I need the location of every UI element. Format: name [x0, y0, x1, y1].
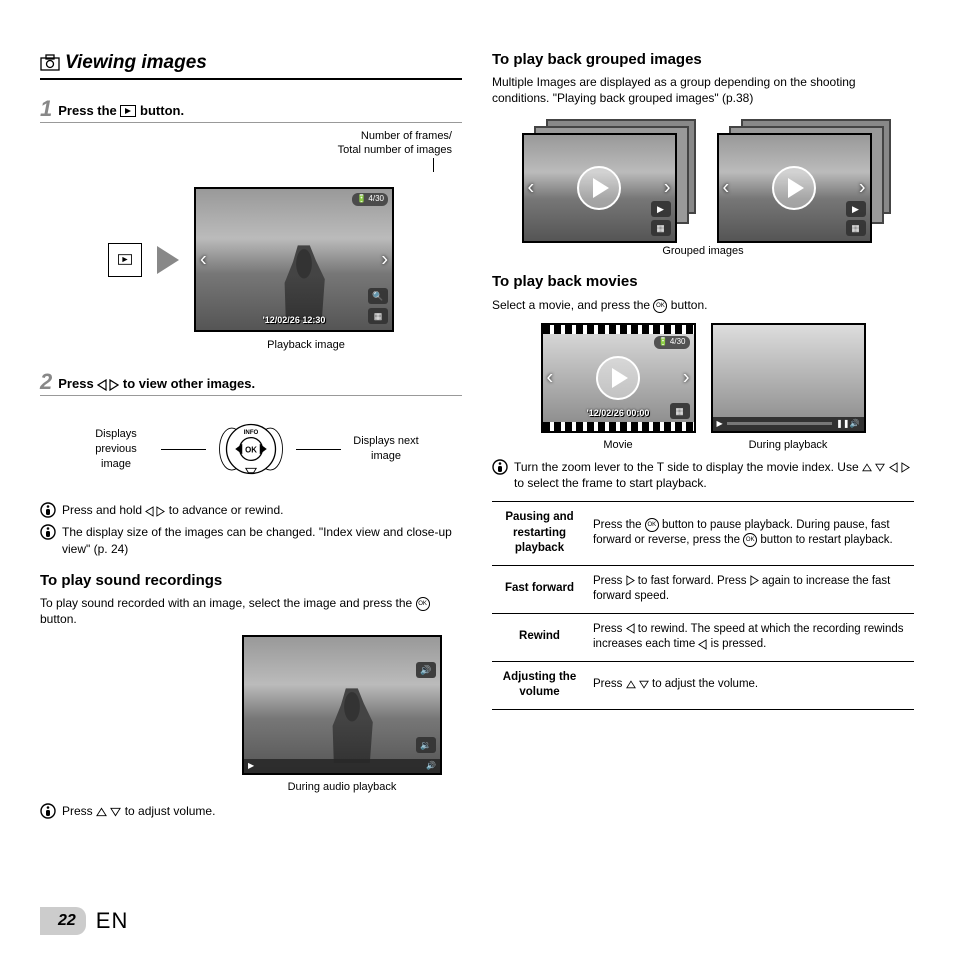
arrow-right-icon [157, 246, 179, 274]
up-icon [626, 680, 636, 689]
down-icon [110, 807, 121, 817]
play-icon [577, 166, 621, 210]
table-row: Adjusting the volume Press to adjust the… [492, 661, 914, 709]
ok-icon: OK [645, 518, 659, 532]
down-icon [639, 680, 649, 689]
playback-button-icon [108, 243, 142, 277]
sound-body: To play sound recorded with an image, se… [40, 595, 462, 627]
ok-dial-icon: OK INFO [216, 414, 286, 484]
sound-heading: To play sound recordings [40, 571, 462, 591]
camera-icon [40, 54, 60, 72]
table-row: Pausing and restarting playback Press th… [492, 502, 914, 566]
page-number: 22 [40, 907, 86, 935]
playback-caption: During playback [711, 438, 866, 453]
section-title: Viewing images [40, 50, 462, 80]
right-column: To play back grouped images Multiple Ima… [492, 50, 914, 825]
movie-caption: Movie [541, 438, 696, 453]
prev-label: Displays previous image [81, 427, 151, 472]
step-1-header: 1 Press the button. [40, 98, 462, 123]
frame-count-callout: Number of frames/ Total number of images [40, 129, 452, 173]
grouped-stack-1: ‹› ▶ ▦ [516, 119, 696, 239]
info-icon [40, 803, 56, 819]
grouped-body: Multiple Images are displayed as a group… [492, 74, 914, 106]
left-icon [889, 462, 898, 473]
info-icon [40, 524, 56, 540]
grouped-screen: ‹› ▶ ▦ [522, 133, 677, 243]
grouped-heading: To play back grouped images [492, 50, 914, 70]
audio-caption: During audio playback [242, 780, 442, 795]
right-icon [750, 575, 759, 586]
movie-playback-screen: ▶❚❚🔊 [711, 323, 866, 433]
grouped-images-row: ‹› ▶ ▦ ‹› ▶ ▦ [492, 119, 914, 239]
svg-text:OK: OK [245, 446, 257, 455]
page-lang: EN [96, 906, 129, 936]
next-label: Displays next image [351, 434, 421, 464]
movie-screens: 🔋 4/30 ‹› '12/02/26 00:00 ▦ Movie ▶❚❚🔊 D… [492, 323, 914, 453]
step-2-header: 2 Press to view other images. [40, 371, 462, 396]
audio-screen: 🔊 🔉 ▶🔊 [242, 635, 442, 775]
info-icon [492, 459, 508, 475]
left-column: Viewing images 1 Press the button. Numbe… [40, 50, 462, 825]
grid-icon: ▦ [368, 308, 388, 324]
play-icon [772, 166, 816, 210]
note-volume: Press to adjust volume. [40, 803, 462, 819]
play-icon [596, 356, 640, 400]
up-icon [96, 807, 107, 817]
left-icon [698, 639, 707, 650]
playback-caption: Playback image [150, 338, 462, 353]
volume-up-icon: 🔊 [416, 662, 436, 678]
note-display-size: The display size of the images can be ch… [40, 524, 462, 556]
movies-heading: To play back movies [492, 272, 914, 292]
left-icon [626, 623, 635, 634]
note-advance: Press and hold to advance or rewind. [40, 502, 462, 518]
left-right-icon [97, 379, 119, 391]
nav-diagram: Displays previous image OK INFO Displays… [40, 414, 462, 484]
playback-screen: 🔋 4/30 ‹ › 🔍 ▦ '12/02/26 12:30 [194, 187, 394, 332]
volume-down-icon: 🔉 [416, 737, 436, 753]
right-icon [901, 462, 910, 473]
grouped-screen: ‹› ▶ ▦ [717, 133, 872, 243]
table-row: Fast forward Press to fast forward. Pres… [492, 565, 914, 613]
movies-body: Select a movie, and press the OK button. [492, 297, 914, 313]
step-text: Press the button. [58, 98, 184, 120]
chevron-left-icon: ‹ [200, 246, 207, 273]
info-icon [40, 502, 56, 518]
note-movie-index: Turn the zoom lever to the T side to dis… [492, 459, 914, 491]
zoom-icon: 🔍 [368, 288, 388, 304]
down-icon [875, 463, 885, 472]
table-row: Rewind Press to rewind. The speed at whi… [492, 613, 914, 661]
up-icon [862, 463, 872, 472]
step-text: Press to view other images. [58, 371, 255, 393]
step-number: 1 [40, 98, 52, 120]
ok-icon: OK [653, 299, 667, 313]
grouped-caption: Grouped images [492, 244, 914, 259]
page-footer: 22 EN [40, 906, 128, 936]
playback-illustration: 🔋 4/30 ‹ › 🔍 ▦ '12/02/26 12:30 [40, 187, 462, 332]
ok-icon: OK [743, 533, 757, 547]
step-number: 2 [40, 371, 52, 393]
movie-screen: 🔋 4/30 ‹› '12/02/26 00:00 ▦ [541, 323, 696, 433]
svg-text:INFO: INFO [244, 429, 259, 436]
chevron-right-icon: › [381, 246, 388, 273]
ok-icon: OK [416, 597, 430, 611]
left-right-icon [145, 506, 165, 517]
playback-icon [120, 105, 136, 117]
playback-bar: ▶🔊 [244, 759, 440, 773]
controls-table: Pausing and restarting playback Press th… [492, 501, 914, 710]
frame-badge: 🔋 4/30 [352, 193, 388, 206]
right-icon [626, 575, 635, 586]
grouped-stack-2: ‹› ▶ ▦ [711, 119, 891, 239]
